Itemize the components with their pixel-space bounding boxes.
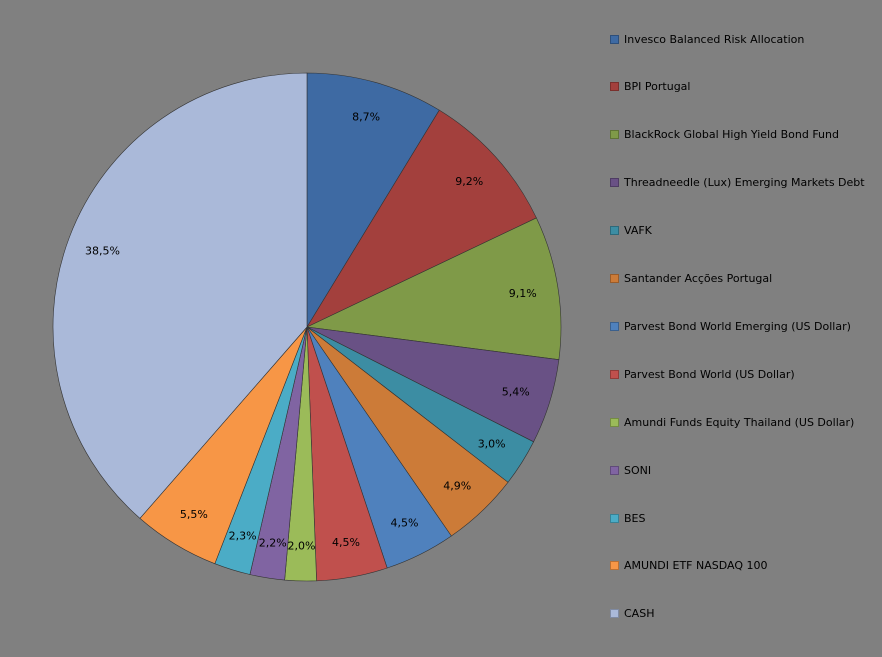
legend-label: AMUNDI ETF NASDAQ 100 bbox=[624, 559, 768, 573]
pie-data-label: 5,4% bbox=[502, 385, 530, 398]
legend-swatch bbox=[610, 321, 619, 331]
legend-swatch bbox=[610, 34, 619, 44]
legend-label: Threadneedle (Lux) Emerging Markets Debt bbox=[624, 176, 865, 190]
legend-label: SONI bbox=[624, 463, 652, 477]
legend-swatch bbox=[610, 513, 619, 523]
legend-label: Amundi Funds Equity Thailand (US Dollar) bbox=[624, 415, 855, 429]
pie-data-label: 4,5% bbox=[391, 516, 419, 529]
pie-data-label: 3,0% bbox=[478, 438, 506, 451]
legend-item: BPI Portugal bbox=[610, 77, 690, 97]
legend-item: BES bbox=[610, 508, 645, 528]
legend-label: BPI Portugal bbox=[624, 80, 691, 94]
legend-label: Invesco Balanced Risk Allocation bbox=[624, 32, 805, 46]
legend-swatch bbox=[610, 82, 619, 92]
legend-swatch bbox=[610, 417, 619, 427]
legend-item: VAFK bbox=[610, 221, 652, 241]
legend-item: BlackRock Global High Yield Bond Fund bbox=[610, 125, 839, 145]
legend-label: BlackRock Global High Yield Bond Fund bbox=[624, 128, 839, 142]
legend-label: BES bbox=[624, 511, 646, 525]
legend-label: Santander Acções Portugal bbox=[624, 272, 773, 285]
legend-item: SONI bbox=[610, 460, 651, 480]
legend-item: Threadneedle (Lux) Emerging Markets Debt bbox=[610, 173, 865, 193]
legend-swatch bbox=[610, 226, 619, 236]
legend-item: Parvest Bond World Emerging (US Dollar) bbox=[610, 316, 851, 336]
pie-data-label: 9,1% bbox=[509, 287, 537, 300]
legend-label: Parvest Bond World (US Dollar) bbox=[624, 367, 795, 381]
legend-item: AMUNDI ETF NASDAQ 100 bbox=[610, 556, 768, 576]
legend-label: Parvest Bond World Emerging (US Dollar) bbox=[624, 319, 851, 333]
pie-data-label: 4,5% bbox=[332, 536, 360, 549]
legend-swatch bbox=[610, 561, 619, 571]
pie-data-label: 9,2% bbox=[455, 175, 483, 188]
legend-item: Parvest Bond World (US Dollar) bbox=[610, 364, 795, 384]
pie-data-label: 2,3% bbox=[229, 530, 257, 543]
pie-data-label: 2,2% bbox=[259, 537, 287, 550]
pie-slice bbox=[306, 109, 537, 328]
pie-data-label: 4,9% bbox=[443, 480, 471, 493]
legend-swatch bbox=[610, 130, 619, 140]
legend-label: CASH bbox=[624, 607, 655, 621]
pie-data-label: 38,5% bbox=[85, 244, 120, 257]
pie-data-label: 5,5% bbox=[180, 508, 208, 521]
legend-item: CASH bbox=[610, 604, 654, 624]
pie-slice bbox=[52, 72, 308, 519]
legend-swatch bbox=[610, 178, 619, 188]
pie-slice bbox=[305, 217, 562, 361]
pie-data-label: 2,0% bbox=[288, 539, 316, 552]
pie-data-label: 8,7% bbox=[352, 111, 380, 124]
legend-swatch bbox=[610, 369, 619, 379]
legend-swatch bbox=[610, 609, 619, 619]
legend-swatch bbox=[610, 274, 619, 283]
legend-item: Amundi Funds Equity Thailand (US Dollar) bbox=[610, 412, 854, 432]
legend-item: Santander Acções Portugal bbox=[610, 269, 772, 289]
legend-item: Invesco Balanced Risk Allocation bbox=[610, 29, 804, 49]
pie-slice bbox=[306, 72, 440, 329]
legend-label: VAFK bbox=[624, 224, 652, 238]
legend-swatch bbox=[610, 465, 619, 475]
